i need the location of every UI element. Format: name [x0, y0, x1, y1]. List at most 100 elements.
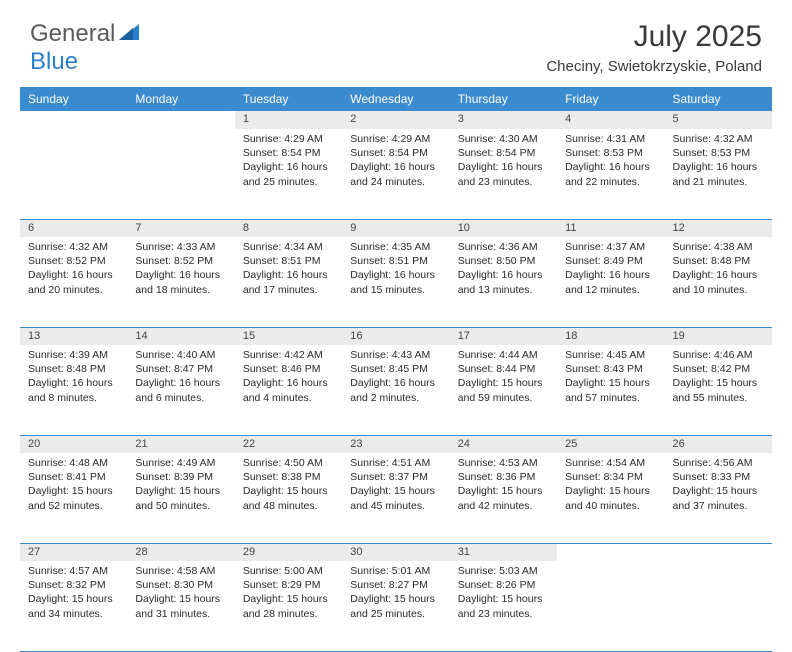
sunset-line: Sunset: 8:54 PM [350, 146, 441, 160]
daylight-line: Daylight: 15 hours and 42 minutes. [458, 484, 549, 512]
sunrise-line: Sunrise: 4:37 AM [565, 240, 656, 254]
daylight-line: Daylight: 15 hours and 23 minutes. [458, 592, 549, 620]
day-content-cell: Sunrise: 4:58 AMSunset: 8:30 PMDaylight:… [127, 561, 234, 651]
sunset-line: Sunset: 8:52 PM [28, 254, 119, 268]
brand-part1: General [30, 20, 115, 48]
sunrise-line: Sunrise: 4:38 AM [673, 240, 764, 254]
day-content-cell: Sunrise: 4:51 AMSunset: 8:37 PMDaylight:… [342, 453, 449, 543]
day-content-cell: Sunrise: 5:01 AMSunset: 8:27 PMDaylight:… [342, 561, 449, 651]
daylight-line: Daylight: 16 hours and 25 minutes. [243, 160, 334, 188]
daylight-line: Daylight: 16 hours and 8 minutes. [28, 376, 119, 404]
sunset-line: Sunset: 8:43 PM [565, 362, 656, 376]
day-content-cell: Sunrise: 4:49 AMSunset: 8:39 PMDaylight:… [127, 453, 234, 543]
day-number-cell: 23 [342, 435, 449, 453]
day-number-cell: 13 [20, 327, 127, 345]
sunrise-line: Sunrise: 4:32 AM [673, 132, 764, 146]
day-header: Monday [127, 87, 234, 111]
day-number-cell: 31 [450, 543, 557, 561]
sunrise-line: Sunrise: 5:01 AM [350, 564, 441, 578]
day-number-row: 13141516171819 [20, 327, 772, 345]
daylight-line: Daylight: 16 hours and 23 minutes. [458, 160, 549, 188]
month-title: July 2025 [546, 20, 762, 54]
day-content-cell: Sunrise: 4:54 AMSunset: 8:34 PMDaylight:… [557, 453, 664, 543]
day-number-cell: 6 [20, 219, 127, 237]
sunrise-line: Sunrise: 5:03 AM [458, 564, 549, 578]
sunrise-line: Sunrise: 4:50 AM [243, 456, 334, 470]
day-header: Wednesday [342, 87, 449, 111]
brand-logo: General [30, 20, 143, 48]
sunrise-line: Sunrise: 4:40 AM [135, 348, 226, 362]
day-number-cell: 18 [557, 327, 664, 345]
sunset-line: Sunset: 8:41 PM [28, 470, 119, 484]
day-number-row: 6789101112 [20, 219, 772, 237]
sunset-line: Sunset: 8:49 PM [565, 254, 656, 268]
day-content-cell: Sunrise: 4:56 AMSunset: 8:33 PMDaylight:… [665, 453, 772, 543]
daylight-line: Daylight: 15 hours and 28 minutes. [243, 592, 334, 620]
sunrise-line: Sunrise: 4:36 AM [458, 240, 549, 254]
sunset-line: Sunset: 8:51 PM [350, 254, 441, 268]
sunset-line: Sunset: 8:53 PM [565, 146, 656, 160]
daylight-line: Daylight: 16 hours and 4 minutes. [243, 376, 334, 404]
day-number-cell: 12 [665, 219, 772, 237]
day-content-cell: Sunrise: 4:53 AMSunset: 8:36 PMDaylight:… [450, 453, 557, 543]
sunrise-line: Sunrise: 4:56 AM [673, 456, 764, 470]
sunrise-line: Sunrise: 4:32 AM [28, 240, 119, 254]
day-content-cell: Sunrise: 4:48 AMSunset: 8:41 PMDaylight:… [20, 453, 127, 543]
day-number-row: 2728293031 [20, 543, 772, 561]
day-number-cell: 29 [235, 543, 342, 561]
sunset-line: Sunset: 8:54 PM [458, 146, 549, 160]
day-header: Thursday [450, 87, 557, 111]
calendar-table: SundayMondayTuesdayWednesdayThursdayFrid… [20, 87, 772, 652]
daylight-line: Daylight: 16 hours and 21 minutes. [673, 160, 764, 188]
sunset-line: Sunset: 8:32 PM [28, 578, 119, 592]
day-content-cell: Sunrise: 4:33 AMSunset: 8:52 PMDaylight:… [127, 237, 234, 327]
daylight-line: Daylight: 15 hours and 25 minutes. [350, 592, 441, 620]
daylight-line: Daylight: 16 hours and 13 minutes. [458, 268, 549, 296]
page-header: General July 2025 Checiny, Swietokrzyski… [0, 0, 792, 83]
day-content-cell: Sunrise: 4:34 AMSunset: 8:51 PMDaylight:… [235, 237, 342, 327]
sunrise-line: Sunrise: 4:35 AM [350, 240, 441, 254]
daylight-line: Daylight: 16 hours and 18 minutes. [135, 268, 226, 296]
day-content-cell: Sunrise: 5:03 AMSunset: 8:26 PMDaylight:… [450, 561, 557, 651]
daylight-line: Daylight: 16 hours and 10 minutes. [673, 268, 764, 296]
sunrise-line: Sunrise: 4:51 AM [350, 456, 441, 470]
sunset-line: Sunset: 8:46 PM [243, 362, 334, 376]
day-content-cell: Sunrise: 4:36 AMSunset: 8:50 PMDaylight:… [450, 237, 557, 327]
day-content-cell [557, 561, 664, 651]
sunset-line: Sunset: 8:45 PM [350, 362, 441, 376]
day-number-cell: 21 [127, 435, 234, 453]
day-content-cell: Sunrise: 4:46 AMSunset: 8:42 PMDaylight:… [665, 345, 772, 435]
day-content-cell: Sunrise: 4:57 AMSunset: 8:32 PMDaylight:… [20, 561, 127, 651]
day-number-cell: 5 [665, 111, 772, 129]
sunset-line: Sunset: 8:53 PM [673, 146, 764, 160]
sunset-line: Sunset: 8:27 PM [350, 578, 441, 592]
day-content-cell: Sunrise: 4:29 AMSunset: 8:54 PMDaylight:… [342, 129, 449, 219]
day-content-cell: Sunrise: 4:29 AMSunset: 8:54 PMDaylight:… [235, 129, 342, 219]
day-content-cell: Sunrise: 4:37 AMSunset: 8:49 PMDaylight:… [557, 237, 664, 327]
daylight-line: Daylight: 15 hours and 52 minutes. [28, 484, 119, 512]
day-content-cell [665, 561, 772, 651]
day-content-cell: Sunrise: 4:43 AMSunset: 8:45 PMDaylight:… [342, 345, 449, 435]
day-number-cell: 15 [235, 327, 342, 345]
day-number-cell [127, 111, 234, 129]
day-content-row: Sunrise: 4:29 AMSunset: 8:54 PMDaylight:… [20, 129, 772, 219]
sunrise-line: Sunrise: 4:31 AM [565, 132, 656, 146]
sunrise-line: Sunrise: 4:42 AM [243, 348, 334, 362]
daylight-line: Daylight: 16 hours and 17 minutes. [243, 268, 334, 296]
sunset-line: Sunset: 8:34 PM [565, 470, 656, 484]
day-header: Friday [557, 87, 664, 111]
daylight-line: Daylight: 15 hours and 40 minutes. [565, 484, 656, 512]
sunset-line: Sunset: 8:54 PM [243, 146, 334, 160]
daylight-line: Daylight: 15 hours and 31 minutes. [135, 592, 226, 620]
calendar-head: SundayMondayTuesdayWednesdayThursdayFrid… [20, 87, 772, 111]
sunrise-line: Sunrise: 4:39 AM [28, 348, 119, 362]
day-content-cell: Sunrise: 4:35 AMSunset: 8:51 PMDaylight:… [342, 237, 449, 327]
brand-part2-wrap: Blue [30, 48, 78, 76]
day-content-row: Sunrise: 4:57 AMSunset: 8:32 PMDaylight:… [20, 561, 772, 651]
day-number-cell [557, 543, 664, 561]
sunset-line: Sunset: 8:29 PM [243, 578, 334, 592]
daylight-line: Daylight: 15 hours and 34 minutes. [28, 592, 119, 620]
daylight-line: Daylight: 15 hours and 37 minutes. [673, 484, 764, 512]
sunset-line: Sunset: 8:42 PM [673, 362, 764, 376]
day-content-row: Sunrise: 4:32 AMSunset: 8:52 PM Daylight:… [20, 237, 772, 327]
